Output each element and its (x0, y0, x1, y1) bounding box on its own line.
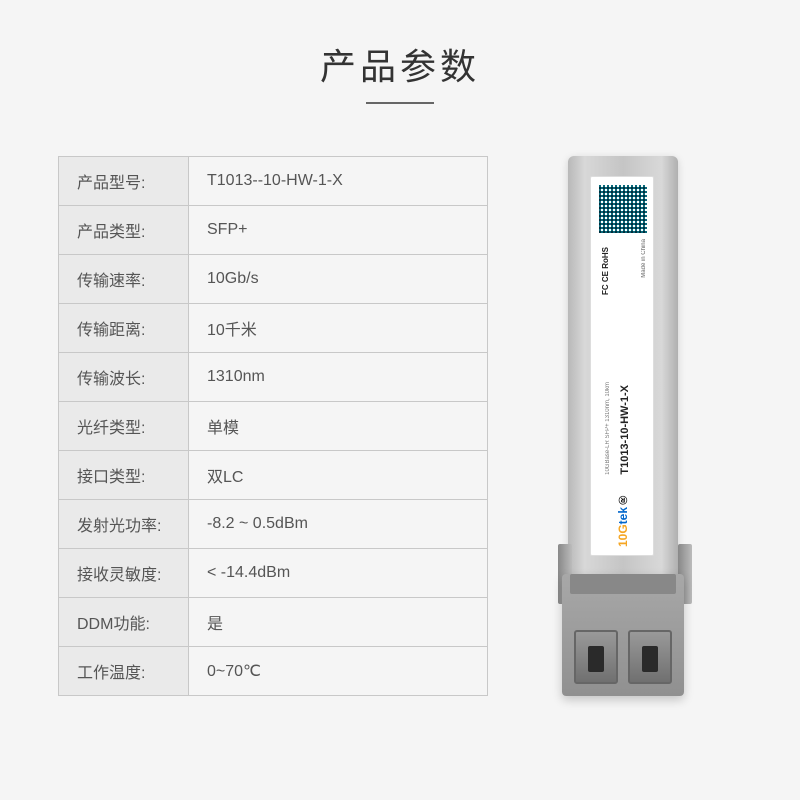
spec-row: DDM功能:是 (59, 598, 488, 647)
spec-row: 发射光功率:-8.2 ~ 0.5dBm (59, 500, 488, 549)
spec-label: 传输速率: (59, 255, 189, 304)
spec-label: 接收灵敏度: (59, 549, 189, 598)
spec-row: 工作温度:0~70℃ (59, 647, 488, 696)
made-in-text: Made in China (641, 239, 647, 278)
spec-row: 传输距离:10千米 (59, 304, 488, 353)
spec-value: 单模 (189, 402, 488, 451)
spec-label: 产品类型: (59, 206, 189, 255)
title-underline (366, 102, 434, 104)
connector-top-ridge (570, 574, 676, 594)
spec-value: < -14.4dBm (189, 549, 488, 598)
spec-value: 0~70℃ (189, 647, 488, 696)
spec-label: 传输波长: (59, 353, 189, 402)
lc-port-right (628, 630, 672, 684)
label-model-number: T1013-10-HW-1-X (619, 385, 631, 475)
brand-suffix: tek (616, 507, 630, 524)
module-label-sticker: Made in China FC CE RoHS T1013-10-HW-1-X… (590, 176, 654, 556)
brand-logo: 10Gtek® (603, 487, 643, 547)
spec-row: 产品型号:T1013--10-HW-1-X (59, 157, 488, 206)
spec-value: 双LC (189, 451, 488, 500)
spec-row: 光纤类型:单模 (59, 402, 488, 451)
spec-table: 产品型号:T1013--10-HW-1-X产品类型:SFP+传输速率:10Gb/… (58, 156, 488, 696)
spec-label: 发射光功率: (59, 500, 189, 549)
spec-value: 是 (189, 598, 488, 647)
spec-row: 产品类型:SFP+ (59, 206, 488, 255)
page-title: 产品参数 (0, 0, 800, 90)
spec-value: -8.2 ~ 0.5dBm (189, 500, 488, 549)
product-image: Made in China FC CE RoHS T1013-10-HW-1-X… (558, 156, 688, 696)
spec-label: 工作温度: (59, 647, 189, 696)
sfp-module-body: Made in China FC CE RoHS T1013-10-HW-1-X… (568, 156, 678, 576)
spec-label: 产品型号: (59, 157, 189, 206)
spec-label: 接口类型: (59, 451, 189, 500)
spec-row: 传输速率:10Gb/s (59, 255, 488, 304)
spec-label: 光纤类型: (59, 402, 189, 451)
spec-value: 10千米 (189, 304, 488, 353)
spec-row: 接收灵敏度:< -14.4dBm (59, 549, 488, 598)
spec-row: 接口类型:双LC (59, 451, 488, 500)
content-row: 产品型号:T1013--10-HW-1-X产品类型:SFP+传输速率:10Gb/… (0, 156, 800, 696)
lc-port-left (574, 630, 618, 684)
compliance-marks: FC CE RoHS (601, 247, 610, 295)
module-connector-block (562, 574, 684, 696)
spec-value: T1013--10-HW-1-X (189, 157, 488, 206)
brand-reg: ® (616, 493, 630, 507)
qr-code-icon (599, 185, 647, 233)
spec-label: 传输距离: (59, 304, 189, 353)
spec-value: 10Gb/s (189, 255, 488, 304)
spec-row: 传输波长:1310nm (59, 353, 488, 402)
spec-value: SFP+ (189, 206, 488, 255)
label-description: 10GBase-LR SFP+ 1310nm, 10km (605, 382, 611, 475)
spec-label: DDM功能: (59, 598, 189, 647)
brand-prefix: 10G (616, 524, 630, 547)
spec-value: 1310nm (189, 353, 488, 402)
